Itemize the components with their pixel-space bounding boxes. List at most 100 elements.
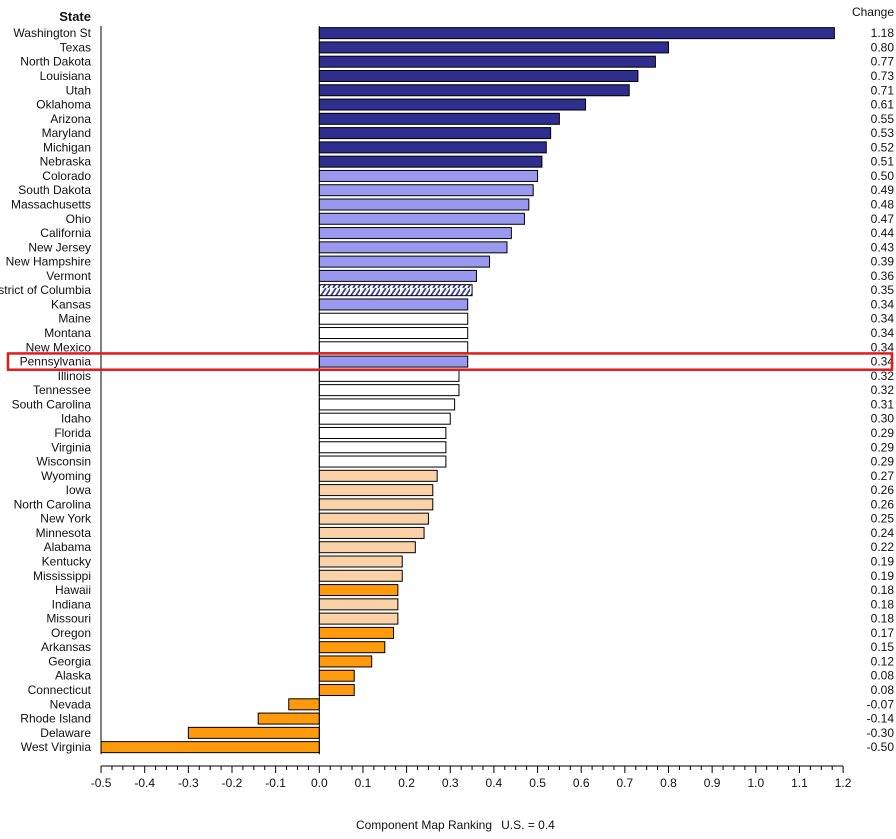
row-header: State: [59, 9, 91, 24]
bar-row: South Dakota 0.49: [18, 183, 894, 197]
value-label: 0.26: [871, 497, 895, 511]
bar: [318, 284, 473, 297]
bar-row: Delaware -0.30: [40, 726, 894, 740]
bar: [318, 41, 669, 54]
x-tick-label: -0.2: [222, 776, 243, 790]
category-label: Arkansas: [41, 640, 91, 654]
bar: [318, 169, 539, 182]
value-label: 0.49: [871, 183, 895, 197]
category-label: North Carolina: [14, 497, 92, 511]
bar: [318, 384, 460, 397]
bar: [318, 555, 403, 568]
bar: [318, 298, 469, 311]
value-label: 0.55: [871, 112, 895, 126]
category-label: Wyoming: [41, 469, 91, 483]
value-label: 0.19: [871, 555, 895, 569]
bar-row: Virginia 0.29: [51, 440, 894, 454]
x-tick-label: 0.3: [442, 776, 459, 790]
bar-row: Oklahoma 0.61: [36, 98, 894, 112]
bar-row: Missouri 0.18: [46, 612, 894, 626]
value-label: 0.32: [871, 369, 895, 383]
value-label: 0.80: [871, 40, 895, 54]
value-label: 0.29: [871, 440, 895, 454]
x-tick-label: 0.9: [704, 776, 721, 790]
x-tick-label: -0.3: [178, 776, 199, 790]
value-label: 0.35: [871, 283, 895, 297]
category-label: Kansas: [51, 297, 91, 311]
value-label: 0.08: [871, 683, 895, 697]
bar: [318, 155, 543, 168]
footer-left-label: Component Map Ranking: [356, 818, 492, 832]
category-label: New Mexico: [26, 340, 92, 354]
bar: [318, 184, 534, 197]
category-label: Alabama: [44, 540, 92, 554]
bar: [318, 398, 456, 411]
bar-row: Massachusetts 0.48: [11, 198, 894, 212]
x-tick-label: 0.7: [617, 776, 634, 790]
highlight-box: [6, 352, 894, 371]
category-label: Massachusetts: [11, 198, 91, 212]
category-label: Michigan: [43, 140, 91, 154]
bar-row: Kansas 0.34: [51, 297, 894, 311]
bar-row: Iowa 0.26: [66, 483, 895, 497]
value-label: 0.32: [871, 383, 895, 397]
x-tick-label: -0.1: [265, 776, 286, 790]
bar-row: Kentucky 0.19: [42, 555, 895, 569]
value-label: 0.47: [871, 212, 895, 226]
footer-right-label: U.S. = 0.4: [501, 818, 555, 832]
bar-row: Minnesota 0.24: [36, 526, 895, 540]
bar: [318, 69, 639, 82]
bar-row: Texas 0.80: [60, 40, 895, 54]
bar-row: Wyoming 0.27: [41, 469, 894, 483]
category-label: Colorado: [42, 169, 91, 183]
bar: [318, 369, 460, 382]
bar: [318, 27, 835, 40]
value-label: 0.08: [871, 669, 895, 683]
bar: [318, 541, 416, 554]
bar-row: Georgia 0.12: [48, 654, 894, 668]
value-label: 0.48: [871, 198, 895, 212]
category-label: Washington St: [13, 26, 91, 40]
bar: [318, 312, 469, 325]
bar: [318, 198, 530, 211]
x-tick-label: 0.5: [529, 776, 546, 790]
bar: [288, 698, 320, 711]
bar: [318, 412, 451, 425]
category-label: Nevada: [50, 697, 92, 711]
value-label: 0.26: [871, 483, 895, 497]
category-label: Arizona: [50, 112, 91, 126]
value-label: -0.14: [867, 712, 895, 726]
bar: [318, 241, 508, 254]
bar-row: Arkansas 0.15: [41, 640, 894, 654]
bar: [318, 498, 434, 511]
bar: [318, 469, 438, 482]
bar-row: District of Columbia 0.35: [0, 283, 894, 297]
bar: [318, 612, 399, 625]
value-label: 0.43: [871, 240, 895, 254]
category-label: Virginia: [51, 440, 91, 454]
value-label: -0.50: [867, 740, 895, 754]
bar: [318, 212, 525, 225]
category-label: West Virginia: [21, 740, 92, 754]
x-tick-label: 0.0: [311, 776, 328, 790]
category-label: California: [40, 226, 91, 240]
bar-row: Idaho 0.30: [61, 412, 894, 426]
x-tick-label: 0.1: [355, 776, 372, 790]
bar-row: Mississippi 0.19: [33, 569, 894, 583]
value-label: 0.51: [871, 155, 895, 169]
category-label: Missouri: [46, 612, 91, 626]
bar-row: North Dakota 0.77: [20, 55, 894, 69]
bar-row: Maryland 0.53: [42, 126, 895, 140]
bar: [318, 484, 434, 497]
value-label: 0.18: [871, 597, 895, 611]
bar-row: North Carolina 0.26: [14, 497, 895, 511]
bar: [187, 726, 320, 739]
bar-row: Florida 0.29: [54, 426, 894, 440]
bar-row: West Virginia -0.50: [21, 740, 895, 754]
value-label: 0.53: [871, 126, 895, 140]
bar-row: Nebraska 0.51: [40, 155, 895, 169]
value-label: 0.34: [871, 312, 895, 326]
value-label: 0.71: [871, 83, 895, 97]
category-label: Illinois: [58, 369, 91, 383]
